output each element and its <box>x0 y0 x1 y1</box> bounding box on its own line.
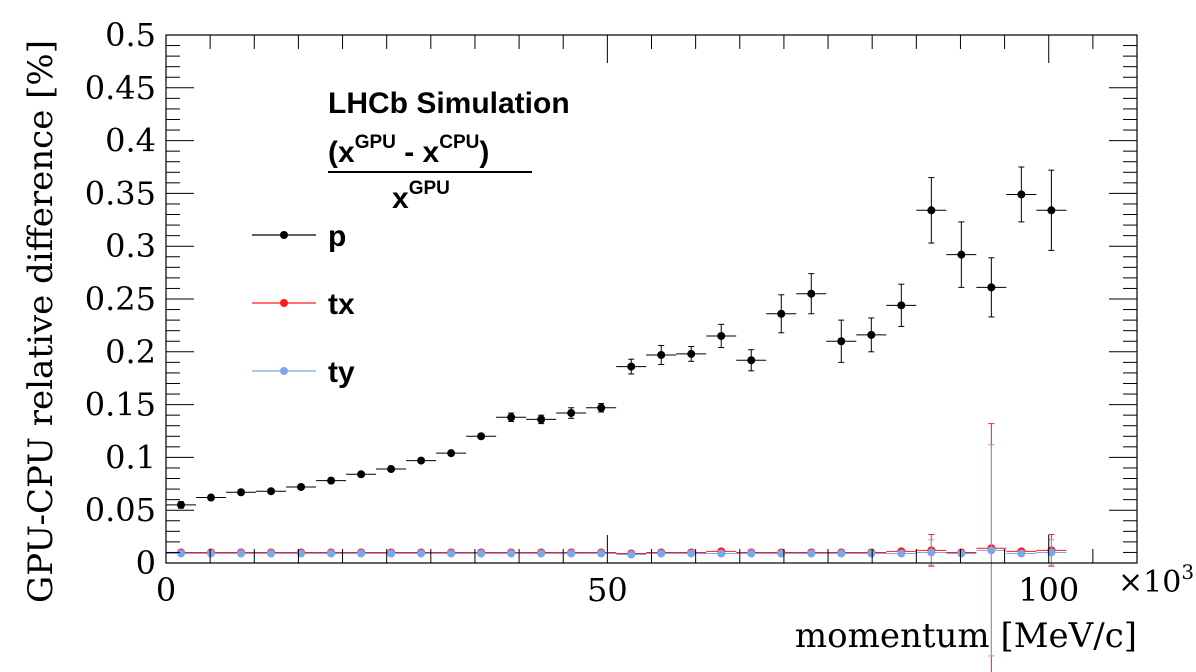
legend-entry-p: p <box>252 220 346 253</box>
legend-marker-p <box>280 231 288 239</box>
legend-label-ty: ty <box>328 356 355 389</box>
data-point-ty <box>717 549 726 558</box>
data-point-ty <box>957 549 966 558</box>
data-point-ty <box>777 549 786 558</box>
y-axis-label: GPU-CPU relative difference [%] <box>21 40 61 603</box>
legend-label-tx: tx <box>328 288 355 321</box>
x-axis-multiplier: ×103 <box>1118 560 1194 600</box>
legend-marker-tx <box>280 299 288 307</box>
data-point-p <box>747 356 756 365</box>
data-point-ty <box>237 549 246 558</box>
y-tick-label: 0.25 <box>85 280 156 318</box>
data-point-p <box>177 500 186 509</box>
data-point-ty <box>537 549 546 558</box>
data-point-p <box>867 330 876 339</box>
y-tick-label: 0.15 <box>85 386 156 424</box>
y-tick-label: 0.5 <box>105 16 156 54</box>
legend-entry-ty: ty <box>252 356 355 389</box>
data-point-ty <box>1047 548 1056 557</box>
y-tick-label: 0.05 <box>85 491 156 529</box>
data-point-p <box>477 432 486 441</box>
data-point-ty <box>927 548 936 557</box>
series-ty <box>166 444 1067 657</box>
data-point-p <box>1047 206 1056 215</box>
series-p <box>166 166 1067 509</box>
data-point-p <box>627 362 636 371</box>
data-point-p <box>927 206 936 215</box>
data-point-p <box>837 337 846 346</box>
data-point-ty <box>387 549 396 558</box>
y-tick-label: 0.2 <box>105 333 156 371</box>
data-point-p <box>207 493 216 502</box>
y-tick-label: 0.3 <box>105 227 156 265</box>
data-point-ty <box>417 549 426 558</box>
data-point-ty <box>327 549 336 558</box>
legend-entry-tx: tx <box>252 288 355 321</box>
x-tick-label: 50 <box>587 571 628 609</box>
data-point-p <box>597 403 606 412</box>
data-point-ty <box>657 549 666 558</box>
data-point-p <box>657 350 666 359</box>
data-point-p <box>957 250 966 259</box>
data-point-ty <box>837 549 846 558</box>
data-point-p <box>537 415 546 424</box>
legend-label-p: p <box>328 220 346 253</box>
data-point-ty <box>477 549 486 558</box>
data-point-p <box>777 309 786 318</box>
data-point-ty <box>897 549 906 558</box>
data-point-p <box>297 482 306 491</box>
formula-denominator: xGPU <box>392 178 450 215</box>
data-point-p <box>897 301 906 310</box>
data-point-ty <box>987 546 996 555</box>
data-point-p <box>507 413 516 422</box>
y-tick-label: 0.35 <box>85 174 156 212</box>
data-point-ty <box>207 549 216 558</box>
data-point-ty <box>807 549 816 558</box>
data-point-ty <box>177 549 186 558</box>
data-point-p <box>267 487 276 496</box>
data-point-p <box>417 456 426 465</box>
data-point-ty <box>627 550 636 559</box>
data-point-p <box>717 331 726 340</box>
x-axis-label: momentum [MeV/c] <box>795 616 1137 656</box>
data-point-p <box>1017 190 1026 199</box>
y-tick-label: 0.4 <box>105 122 156 160</box>
chart-title: LHCb Simulation <box>328 87 570 120</box>
data-point-ty <box>447 549 456 558</box>
data-point-p <box>987 283 996 292</box>
formula-numerator: (xGPU - xCPU) <box>328 132 489 169</box>
data-point-p <box>567 409 576 418</box>
legend-marker-ty <box>280 367 288 375</box>
data-point-ty <box>1017 549 1026 558</box>
y-tick-label: 0.45 <box>85 69 156 107</box>
legend: p tx ty <box>252 220 355 389</box>
data-point-p <box>447 449 456 458</box>
x-tick-label: 100 <box>1018 571 1079 609</box>
data-point-ty <box>357 549 366 558</box>
data-point-ty <box>867 549 876 558</box>
data-point-p <box>807 289 816 298</box>
data-point-ty <box>567 549 576 558</box>
data-point-p <box>387 465 396 474</box>
data-point-ty <box>507 549 516 558</box>
data-point-ty <box>747 549 756 558</box>
y-tick-label: 0.1 <box>105 438 156 476</box>
data-point-p <box>237 488 246 497</box>
data-point-ty <box>597 549 606 558</box>
data-point-ty <box>297 549 306 558</box>
y-tick-label: 0 <box>136 544 156 582</box>
data-point-p <box>687 349 696 358</box>
data-point-p <box>357 470 366 479</box>
data-point-ty <box>267 549 276 558</box>
data-point-ty <box>687 549 696 558</box>
data-layer <box>166 166 1067 672</box>
x-tick-label: 0 <box>156 571 176 609</box>
data-point-p <box>327 476 336 485</box>
axis-ticks: 0 0.05 0.1 0.15 0.2 0.25 0.3 0.35 0.4 0.45 0.5 0 50 1… <box>85 16 1138 609</box>
